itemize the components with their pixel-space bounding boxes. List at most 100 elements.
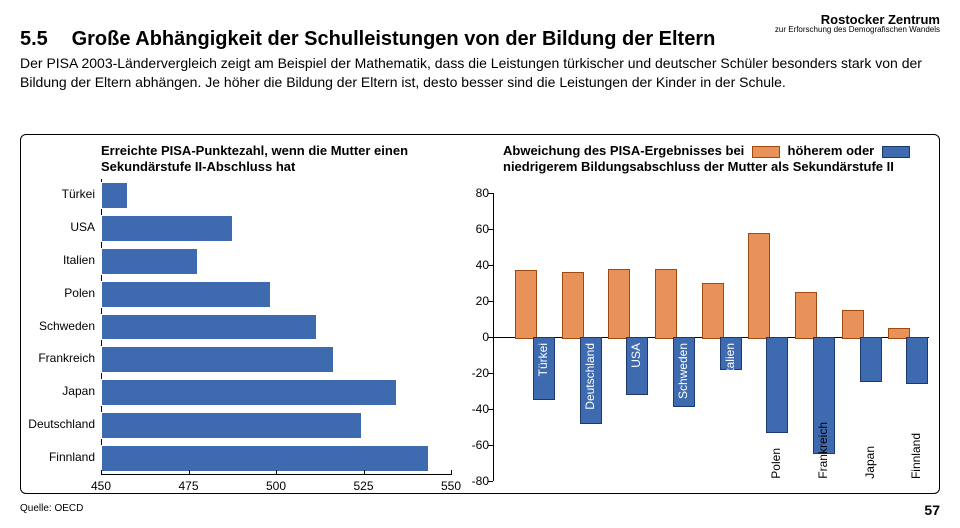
v-label: Türkei (536, 343, 550, 376)
v-label: Schweden (676, 343, 690, 399)
page-number: 57 (924, 502, 940, 518)
x-tick-mark (189, 470, 190, 475)
hbar-fill (101, 314, 317, 341)
hbar-plot (101, 379, 451, 406)
y-tick-label: 40 (461, 258, 489, 272)
right-plot-area: 806040200-20-40-60-80TürkeiDeutschlandUS… (493, 193, 929, 481)
bar-low (860, 337, 882, 382)
left-bar-chart: Erreichte PISA-Punktezahl, wenn die Mutt… (21, 135, 459, 493)
hbar-fill (101, 412, 362, 439)
hbar-plot (101, 412, 451, 439)
bar-high (608, 269, 630, 339)
hbar-row: Italien (21, 245, 451, 278)
v-label: Frankreich (816, 422, 830, 479)
hbar-plot (101, 314, 451, 341)
y-tick-label: 0 (461, 330, 489, 344)
bar-high (748, 233, 770, 339)
y-tick-mark (488, 193, 493, 194)
y-tick-mark (488, 229, 493, 230)
hbar-row: USA (21, 212, 451, 245)
section-number: 5.5 (20, 28, 66, 51)
hbar-fill (101, 215, 233, 242)
hbar-row: Türkei (21, 179, 451, 212)
x-tick-mark (451, 470, 452, 475)
y-tick-mark (488, 445, 493, 446)
hbar-plot (101, 215, 451, 242)
legend-high-icon (752, 146, 780, 158)
x-tick-mark (276, 470, 277, 475)
hbar-plot (101, 182, 451, 209)
section-heading: Große Abhängigkeit der Schulleistungen v… (72, 28, 716, 50)
v-label: Polen (769, 448, 783, 479)
y-tick-label: -80 (461, 474, 489, 488)
hbar-row: Deutschland (21, 409, 451, 442)
hbar-fill (101, 445, 429, 472)
right-title-high: höherem (788, 143, 843, 158)
hbar-label: Italien (21, 245, 95, 275)
hbar-label: Polen (21, 278, 95, 308)
x-tick-label: 450 (91, 479, 111, 493)
bar-low (766, 337, 788, 433)
y-tick-label: -40 (461, 402, 489, 416)
v-column: Deutschland (560, 193, 600, 481)
hbar-label: Frankreich (21, 343, 95, 373)
right-title-mid: oder (846, 143, 874, 158)
bar-high (795, 292, 817, 339)
hbar-plot (101, 248, 451, 275)
bar-high (702, 283, 724, 339)
x-tick-mark (364, 470, 365, 475)
hbar-label: Finnland (21, 442, 95, 472)
hbar-fill (101, 182, 128, 209)
v-column: Polen (746, 193, 786, 481)
v-column: Türkei (513, 193, 553, 481)
section-title: 5.5 Große Abhängigkeit der Schulleistung… (20, 28, 715, 51)
hbar-fill (101, 248, 198, 275)
right-chart-title: Abweichung des PISA-Ergebnisses bei höhe… (503, 143, 943, 176)
right-deviation-chart: Abweichung des PISA-Ergebnisses bei höhe… (459, 135, 939, 493)
bar-high (562, 272, 584, 339)
v-column: Italien (700, 193, 740, 481)
hbar-plot (101, 346, 451, 373)
hbar-label: USA (21, 212, 95, 242)
y-tick-mark (488, 373, 493, 374)
y-tick-mark (488, 265, 493, 266)
hbar-row: Frankreich (21, 343, 451, 376)
hbar-row: Schweden (21, 311, 451, 344)
y-tick-label: 60 (461, 222, 489, 236)
hbar-fill (101, 281, 271, 308)
v-column: Schweden (653, 193, 693, 481)
right-title-post: als Sekundärstufe II (771, 159, 894, 174)
hbar-row: Polen (21, 278, 451, 311)
bar-low (906, 337, 928, 384)
left-x-axis: 450475500525550 (101, 475, 451, 493)
legend-low-icon (882, 146, 910, 158)
right-title-low: niedrigerem Bildungsabschluss der Mutter (503, 159, 767, 174)
v-column: Frankreich (793, 193, 833, 481)
v-column: Japan (840, 193, 880, 481)
right-title-pre: Abweichung des PISA-Ergebnisses bei (503, 143, 744, 158)
v-label: Italien (723, 343, 737, 375)
hbar-row: Finnland (21, 442, 451, 475)
section-body: Der PISA 2003-Ländervergleich zeigt am B… (20, 54, 940, 92)
left-chart-title: Erreichte PISA-Punktezahl, wenn die Mutt… (101, 143, 441, 176)
hbar-fill (101, 346, 334, 373)
v-label: Japan (863, 446, 877, 479)
y-tick-label: 20 (461, 294, 489, 308)
hbar-row: Japan (21, 376, 451, 409)
y-tick-label: 80 (461, 186, 489, 200)
brand-sub: zur Erforschung des Demografischen Wande… (775, 25, 940, 34)
brand: Rostocker Zentrum zur Erforschung des De… (775, 12, 940, 34)
y-tick-mark (488, 337, 493, 338)
bar-high (515, 270, 537, 339)
hbar-plot (101, 281, 451, 308)
v-label: Finnland (909, 433, 923, 479)
left-plot-area: TürkeiUSAItalienPolenSchwedenFrankreichJ… (21, 179, 451, 475)
x-tick-label: 500 (266, 479, 286, 493)
x-tick-label: 525 (353, 479, 373, 493)
hbar-label: Türkei (21, 179, 95, 209)
hbar-plot (101, 445, 451, 472)
x-tick-label: 550 (441, 479, 461, 493)
y-tick-mark (488, 481, 493, 482)
y-tick-label: -20 (461, 366, 489, 380)
v-column: Finnland (886, 193, 926, 481)
